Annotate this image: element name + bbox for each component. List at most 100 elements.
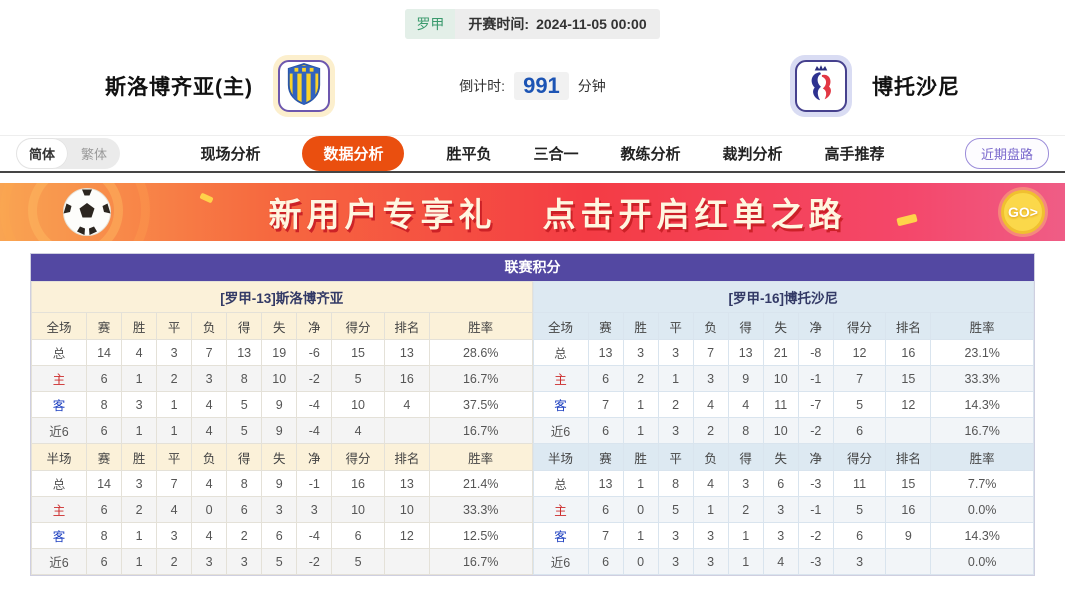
row-label: 总 [532,339,589,366]
stat-cell: 4 [331,417,385,444]
stat-cell: 10 [331,496,385,523]
section-label: 全场 [532,312,589,340]
stat-cell: 6 [331,522,385,549]
stat-cell: 3 [121,470,158,497]
home-half-row-近6: 近6 6 1 2 3 3 5 -2 5 16.7% [30,548,533,575]
stat-cell: 2 [727,496,764,523]
away-half-column-header-row: 半场赛胜平负得失净得分 排名 胜率 [532,443,1034,471]
stat-cell: 3 [692,522,729,549]
stat-cell: 2 [121,496,158,523]
stat-cell: 12 [885,391,932,418]
stat-cell: 21.4% [428,470,533,497]
away-half-row-客: 客 7 1 3 3 1 3 -2 6 9 14.3% [532,522,1034,549]
column-header: 负 [191,312,228,340]
stat-cell: 14 [86,339,123,366]
column-header: 得 [727,312,764,340]
stat-cell: 1 [156,417,193,444]
stat-cell: 13 [727,339,764,366]
stat-cell: 7 [587,391,624,418]
promo-banner[interactable]: 新用户专享礼 点击开启红单之路 GO> [0,183,1065,241]
stat-cell: 28.6% [428,339,533,366]
stat-cell: 13 [383,339,430,366]
column-header: 负 [191,443,228,471]
stat-cell: 8 [727,417,764,444]
row-label: 总 [532,470,589,497]
home-team-header: [罗甲-13]斯洛博齐亚 [31,281,533,313]
tab-2[interactable]: 胜平负 [446,146,492,163]
top-bar: 罗甲 开赛时间: 2024-11-05 00:00 [0,0,1065,39]
column-header: 平 [156,443,193,471]
column-header: 排名 [885,312,932,340]
stat-cell: 1 [121,548,158,575]
stat-cell: 7 [832,365,887,392]
lang-simplified[interactable]: 简体 [16,138,69,169]
stat-cell: 10 [762,417,799,444]
home-full-row-总: 总 14 4 3 7 13 19 -6 15 13 28.6% [30,339,533,366]
stat-cell [383,548,430,575]
go-button[interactable]: GO> [1001,190,1045,234]
stat-cell: 4 [191,470,228,497]
stat-cell: 8 [657,470,694,497]
tab-6[interactable]: 高手推荐 [824,146,885,163]
row-label: 客 [30,522,88,549]
row-label: 近6 [30,548,88,575]
stat-cell: 16 [383,365,430,392]
stat-cell: 5 [331,365,385,392]
row-label: 近6 [30,417,88,444]
kickoff-time: 开赛时间: 2024-11-05 00:00 [455,9,659,39]
column-header: 排名 [383,312,430,340]
stat-cell: 16.7% [930,417,1034,444]
away-full-row-主: 主 6 2 1 3 9 10 -1 7 15 33.3% [532,365,1034,392]
away-crest-icon [803,63,839,110]
stat-cell: 6 [587,496,624,523]
row-label: 近6 [532,548,589,575]
stat-cell: 6 [86,417,123,444]
stat-cell: 2 [692,417,729,444]
stat-cell: 3 [657,339,694,366]
tab-0[interactable]: 现场分析 [200,146,261,163]
column-header: 胜 [622,443,659,471]
stat-cell: 6 [587,548,624,575]
tab-1[interactable]: 数据分析 [302,136,405,171]
stat-cell: 12.5% [428,522,533,549]
stat-cell: 7 [156,470,193,497]
stat-cell: -2 [296,548,333,575]
stat-cell: 12 [383,522,430,549]
stat-cell: 10 [762,365,799,392]
stat-cell: -4 [296,522,333,549]
section-label: 半场 [30,443,88,471]
stat-cell: 5 [832,391,887,418]
column-header: 得 [226,443,263,471]
column-header: 胜 [121,312,158,340]
stat-cell: 3 [156,339,193,366]
column-header: 赛 [86,312,123,340]
lang-traditional[interactable]: 繁体 [81,147,108,162]
away-team-header: [罗甲-16]博托沙尼 [532,281,1034,313]
stat-cell: 0 [191,496,228,523]
tab-4[interactable]: 教练分析 [620,146,681,163]
stat-cell: 2 [156,365,193,392]
stat-cell: 10 [331,391,385,418]
stat-cell: 1 [727,522,764,549]
tab-3[interactable]: 三合一 [533,146,579,163]
stat-cell: 0.0% [930,496,1034,523]
stat-cell: -2 [797,417,834,444]
stat-cell: 3 [692,365,729,392]
stat-cell: -4 [296,417,333,444]
stat-cell: -2 [797,522,834,549]
stat-cell [383,417,430,444]
swirl-decoration [28,183,123,241]
stat-cell: -7 [797,391,834,418]
stat-cell: 13 [226,339,263,366]
recent-trend-button[interactable]: 近期盘路 [964,138,1049,169]
stat-cell: 9 [727,365,764,392]
stat-cell: 4 [191,417,228,444]
tab-5[interactable]: 裁判分析 [722,146,783,163]
column-header: 净 [296,312,333,340]
stat-cell: 4 [727,391,764,418]
stat-cell: 3 [156,522,193,549]
away-team-header-row: [罗甲-16]博托沙尼 [532,281,1034,313]
column-header: 净 [797,312,834,340]
column-header: 得 [226,312,263,340]
stat-cell: 16.7% [428,548,533,575]
